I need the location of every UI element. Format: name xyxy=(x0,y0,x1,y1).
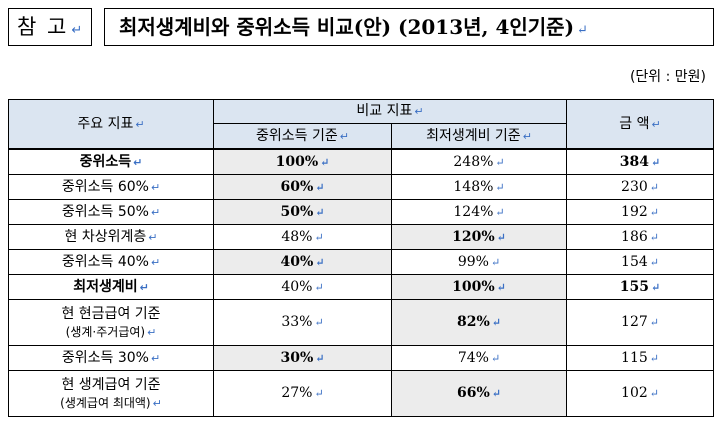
table-row: 중위소득 ↵ 100% ↵ 248% ↵ 384 ↵ xyxy=(8,148,715,175)
unit-label: (단위 : 만원) xyxy=(629,69,706,85)
minimum-pct-cell: 124% ↵ xyxy=(390,199,568,225)
header-vs-minimum: 최저생계비 기준 ↵ xyxy=(390,123,568,150)
header-amount: 금 액 ↵ xyxy=(566,99,715,150)
row-label: 중위소득 60% ↵ xyxy=(8,174,214,200)
median-pct-cell: 100% ↵ xyxy=(213,148,392,175)
paragraph-mark: ↵ xyxy=(71,23,85,38)
minimum-pct-cell: 74% ↵ xyxy=(390,345,568,371)
amount-cell: 230 ↵ xyxy=(566,174,715,200)
reference-tag-label: 참 고 xyxy=(17,15,69,39)
median-pct-cell: 30% ↵ xyxy=(213,345,392,371)
median-pct-cell: 50% ↵ xyxy=(213,199,392,225)
amount-cell: 155 ↵ xyxy=(566,274,715,300)
table-row: 중위소득 60% ↵ 60% ↵ 148% ↵ 230 ↵ xyxy=(8,174,715,200)
amount-cell: 192 ↵ xyxy=(566,199,715,225)
median-pct-cell: 27% ↵ xyxy=(213,370,392,417)
row-label: 중위소득 40% ↵ xyxy=(8,249,214,275)
row-label: 중위소득 ↵ xyxy=(8,148,214,175)
median-pct-cell: 48% ↵ xyxy=(213,224,392,250)
median-pct-cell: 40% ↵ xyxy=(213,274,392,300)
amount-cell: 102 ↵ xyxy=(566,370,715,417)
table-row: 중위소득 30% ↵ 30% ↵ 74% ↵ 115 ↵ xyxy=(8,345,715,371)
minimum-pct-cell: 100% ↵ xyxy=(390,274,568,300)
row-label: 현 차상위계층 ↵ xyxy=(8,224,214,250)
median-pct-cell: 60% ↵ xyxy=(213,174,392,200)
minimum-pct-cell: 82% ↵ xyxy=(390,299,568,346)
median-pct-cell: 40% ↵ xyxy=(213,249,392,275)
amount-cell: 127 ↵ xyxy=(566,299,715,346)
table-row: 현 현금급여 기준 (생계·주거급여) ↵ 33% ↵ 82% ↵ 127 ↵ xyxy=(8,299,715,346)
header-vs-median: 중위소득 기준 ↵ xyxy=(213,123,392,150)
comparison-table: 주요 지표 ↵ 비교 지표 ↵ 금 액 ↵ 중위소득 기준 ↵ 최저생계비 기준 ↵ 중위… xyxy=(8,99,715,417)
amount-cell: 115 ↵ xyxy=(566,345,715,371)
minimum-pct-cell: 248% ↵ xyxy=(390,148,568,175)
row-label: 중위소득 30% ↵ xyxy=(8,345,214,371)
minimum-pct-cell: 99% ↵ xyxy=(390,249,568,275)
table-row: 최저생계비 ↵ 40% ↵ 100% ↵ 155 ↵ xyxy=(8,274,715,300)
amount-cell: 154 ↵ xyxy=(566,249,715,275)
minimum-pct-cell: 120% ↵ xyxy=(390,224,568,250)
minimum-pct-cell: 66% ↵ xyxy=(390,370,568,417)
page-title-box: 최저생계비와 중위소득 비교(안) (2013년, 4인기준) ↵ xyxy=(104,8,714,46)
header-compare: 비교 지표 ↵ xyxy=(212,99,568,124)
row-label: 최저생계비 ↵ xyxy=(8,274,214,300)
table-row: 중위소득 40% ↵ 40% ↵ 99% ↵ 154 ↵ xyxy=(8,249,715,275)
table-row: 현 차상위계층 ↵ 48% ↵ 120% ↵ 186 ↵ xyxy=(8,224,715,250)
amount-cell: 186 ↵ xyxy=(566,224,715,250)
table-row: 현 생계급여 기준 (생계급여 최대액) ↵ 27% ↵ 66% ↵ 102 ↵ xyxy=(8,370,715,417)
median-pct-cell: 33% ↵ xyxy=(213,299,392,346)
minimum-pct-cell: 148% ↵ xyxy=(390,174,568,200)
table-row: 중위소득 50% ↵ 50% ↵ 124% ↵ 192 ↵ xyxy=(8,199,715,225)
row-label: 현 생계급여 기준 (생계급여 최대액) ↵ xyxy=(8,370,214,417)
header-indicator: 주요 지표 ↵ xyxy=(8,99,214,150)
amount-cell: 384 ↵ xyxy=(566,148,715,175)
page-title: 최저생계비와 중위소득 비교(안) (2013년, 4인기준) xyxy=(119,15,575,39)
reference-tag: 참 고 ↵ xyxy=(8,8,92,46)
row-label: 현 현금급여 기준 (생계·주거급여) ↵ xyxy=(8,299,214,346)
paragraph-mark: ↵ xyxy=(577,23,588,38)
row-label: 중위소득 50% ↵ xyxy=(8,199,214,225)
